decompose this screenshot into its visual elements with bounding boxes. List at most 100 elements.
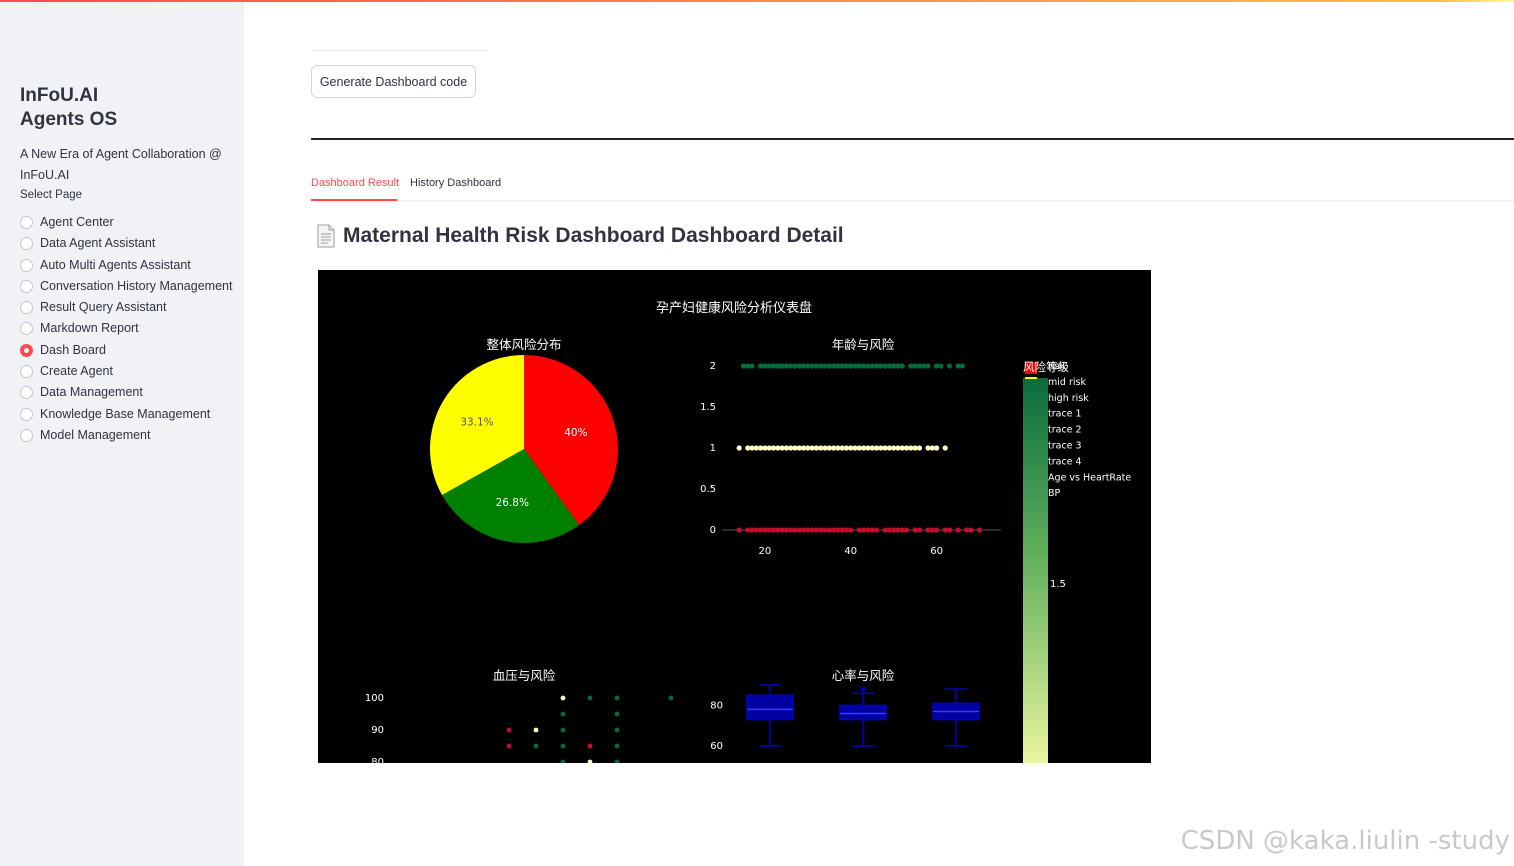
age-risk-point xyxy=(770,445,777,451)
radio-label: Create Agent xyxy=(40,364,113,379)
age-risk-point xyxy=(912,363,918,369)
radio-item-result-query-assistant[interactable]: Result Query Assistant xyxy=(20,297,235,318)
age-risk-point xyxy=(934,527,940,533)
radio-item-model-management[interactable]: Model Management xyxy=(20,425,235,446)
radio-unchecked-icon[interactable] xyxy=(20,279,33,293)
radio-unchecked-icon[interactable] xyxy=(20,301,33,315)
section-divider xyxy=(311,138,1514,140)
age-risk-point xyxy=(916,363,923,369)
age-risk-point xyxy=(899,527,905,533)
radio-item-data-agent-assistant[interactable]: Data Agent Assistant xyxy=(20,233,235,254)
age-chart-x-tick: 20 xyxy=(759,546,772,557)
dashboard-title: 孕产妇健康风险分析仪表盘 xyxy=(656,300,812,316)
radio-item-create-agent[interactable]: Create Agent xyxy=(20,361,235,382)
age-risk-point xyxy=(822,445,828,451)
age-risk-point xyxy=(758,527,764,533)
age-risk-point xyxy=(869,363,875,369)
tab-dashboard-result[interactable]: Dashboard Result xyxy=(311,177,400,189)
bp-risk-point xyxy=(614,711,620,717)
radio-label: Agent Center xyxy=(40,215,114,229)
age-risk-point xyxy=(882,527,888,533)
radio-item-dash-board[interactable]: Dash Board xyxy=(20,340,235,361)
radio-label: Auto Multi Agents Assistant xyxy=(40,257,191,272)
age-risk-point xyxy=(925,445,931,451)
bp-risk-point xyxy=(560,695,566,701)
age-risk-point xyxy=(818,527,824,533)
radio-unchecked-icon[interactable] xyxy=(20,322,33,336)
age-risk-point xyxy=(796,363,802,369)
age-risk-point xyxy=(843,363,850,369)
bp-risk-point xyxy=(587,759,593,763)
brand-title: InFoU.AI Agents OS xyxy=(20,84,117,132)
pie-slice-label-2: 33.1% xyxy=(460,416,493,428)
age-risk-point xyxy=(740,363,747,369)
age-risk-point xyxy=(796,527,802,533)
radio-label: Conversation History Management xyxy=(40,278,233,293)
colorbar-title: 风险等级 xyxy=(1023,360,1069,374)
radio-item-auto-multi-agents-assistant[interactable]: Auto Multi Agents Assistant xyxy=(20,255,235,276)
tab-history-dashboard[interactable]: History Dashboard xyxy=(410,177,502,189)
radio-item-agent-center[interactable]: Agent Center xyxy=(20,212,235,233)
radio-unchecked-icon[interactable] xyxy=(20,407,33,421)
age-risk-point xyxy=(912,527,918,533)
age-risk-point xyxy=(925,527,931,533)
select-page-label: Select Page xyxy=(20,189,83,201)
age-risk-point xyxy=(749,527,755,533)
age-risk-point xyxy=(843,445,850,451)
radio-item-conversation-history-management[interactable]: Conversation History Management xyxy=(20,276,235,297)
age-risk-point xyxy=(813,363,820,369)
generate-dashboard-button[interactable]: Generate Dashboard code xyxy=(311,65,476,98)
radio-unchecked-icon[interactable] xyxy=(20,216,33,229)
age-risk-point xyxy=(843,527,850,533)
page-title: Maternal Health Risk Dashboard Dashboard… xyxy=(343,224,844,247)
bp-risk-point xyxy=(560,711,566,717)
radio-item-knowledge-base-management[interactable]: Knowledge Base Management xyxy=(20,404,235,425)
age-risk-point xyxy=(908,445,914,451)
age-risk-point xyxy=(779,445,785,451)
age-risk-point xyxy=(873,527,880,533)
age-risk-point xyxy=(770,363,777,369)
age-risk-point xyxy=(916,445,923,451)
age-risk-point xyxy=(800,363,807,369)
legend-entry: trace 4 xyxy=(1048,456,1082,467)
bp-chart-y-tick: 80 xyxy=(371,757,384,763)
age-risk-point xyxy=(968,527,974,533)
legend-entry: mid risk xyxy=(1048,377,1086,388)
age-risk-point xyxy=(942,445,948,451)
age-risk-point xyxy=(753,527,759,533)
brand-line-1: InFoU.AI xyxy=(20,85,99,106)
legend-entry: trace 1 xyxy=(1048,409,1082,420)
age-risk-point xyxy=(783,445,789,451)
main-content: Generate Dashboard code Dashboard Result… xyxy=(244,2,1514,866)
age-risk-point xyxy=(745,445,751,451)
age-risk-point xyxy=(921,363,927,369)
age-risk-point xyxy=(964,527,970,533)
age-risk-point xyxy=(959,363,965,369)
radio-unchecked-icon[interactable] xyxy=(20,386,33,400)
age-risk-point xyxy=(839,527,845,533)
radio-unchecked-icon[interactable] xyxy=(20,365,33,379)
age-risk-point xyxy=(749,363,755,369)
age-risk-point xyxy=(934,363,940,369)
tab-bar: Dashboard Result History Dashboard xyxy=(311,170,1514,202)
age-risk-point xyxy=(826,445,832,451)
age-risk-point xyxy=(882,445,888,451)
radio-item-data-management[interactable]: Data Management xyxy=(20,382,235,403)
age-risk-point xyxy=(895,527,901,533)
age-risk-point xyxy=(792,363,798,369)
age-risk-point xyxy=(852,363,858,369)
age-risk-point xyxy=(779,527,785,533)
radio-checked-icon[interactable] xyxy=(20,343,33,357)
bp-chart-title: 血压与风险 xyxy=(493,668,556,683)
age-risk-point xyxy=(878,363,884,369)
age-risk-point xyxy=(775,445,781,451)
radio-unchecked-icon[interactable] xyxy=(20,237,33,251)
radio-item-markdown-report[interactable]: Markdown Report xyxy=(20,318,235,339)
radio-unchecked-icon[interactable] xyxy=(20,428,33,442)
radio-unchecked-icon[interactable] xyxy=(20,258,33,272)
age-risk-point xyxy=(891,363,897,369)
age-risk-point xyxy=(852,445,858,451)
age-risk-point xyxy=(745,363,751,369)
active-tab-indicator xyxy=(311,199,397,201)
pie-slice-0 xyxy=(524,355,618,526)
